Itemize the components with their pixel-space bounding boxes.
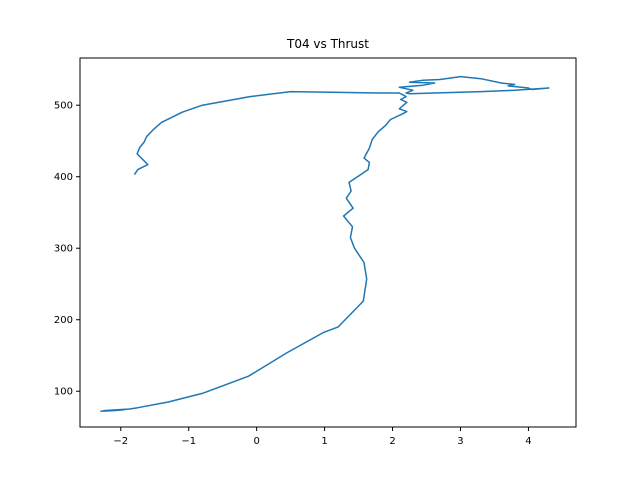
axes-frame	[79, 57, 577, 428]
y-axis: 100 200 300 400 500	[54, 101, 80, 398]
x-tick-label: 3	[457, 436, 463, 447]
y-tick-label: 300	[54, 244, 73, 255]
y-tick-label: 500	[54, 101, 73, 112]
x-tick-label: −2	[113, 436, 128, 447]
series-line-0	[100, 90, 408, 413]
series-group	[100, 75, 550, 413]
x-tick-label: −1	[181, 436, 196, 447]
x-tick-label: 1	[321, 436, 327, 447]
series-line-1	[398, 75, 550, 95]
x-tick-label: 4	[525, 436, 531, 447]
y-tick-label: 400	[54, 172, 73, 183]
chart-title: T04 vs Thrust	[286, 37, 369, 51]
x-axis: −2 −1 0 1 2 3 4	[113, 427, 532, 447]
x-tick-label: 2	[389, 436, 395, 447]
y-tick-label: 100	[54, 387, 73, 398]
plot-area: −2 −1 0 1 2 3 4 100 200 300 400 500	[54, 57, 577, 447]
y-tick-label: 200	[54, 315, 73, 326]
x-tick-label: 0	[253, 436, 259, 447]
